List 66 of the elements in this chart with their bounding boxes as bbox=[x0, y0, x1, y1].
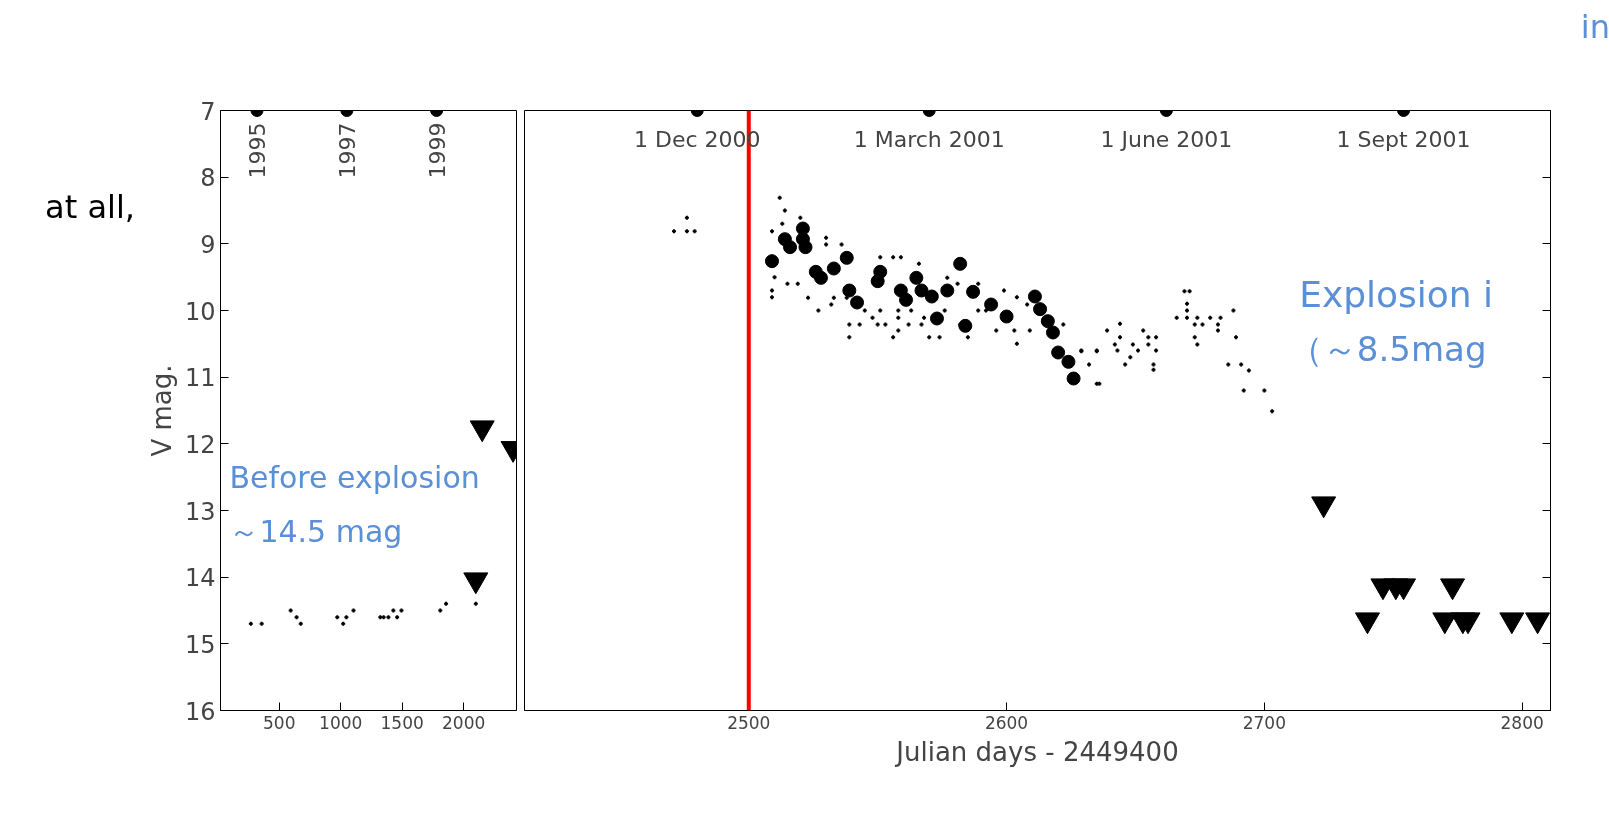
point bbox=[1027, 289, 1042, 304]
y-tick-label: 15 bbox=[184, 630, 216, 659]
text: at all, bbox=[45, 187, 135, 228]
y-tick-label: 9 bbox=[200, 230, 216, 259]
point bbox=[1354, 612, 1380, 635]
y-tick-label: 8 bbox=[200, 164, 216, 193]
point bbox=[842, 283, 857, 298]
y-tick-label: 12 bbox=[184, 430, 216, 459]
y-tick-label: 10 bbox=[184, 297, 216, 326]
x-tick-label: 500 bbox=[263, 712, 296, 733]
point bbox=[1499, 612, 1525, 635]
point bbox=[1040, 314, 1055, 329]
x-tick-label: 2500 bbox=[727, 712, 771, 733]
annotation: ～14.5 mag bbox=[229, 513, 403, 549]
point bbox=[783, 240, 798, 255]
y-tick-label: 7 bbox=[200, 97, 216, 126]
annotation: Before explosion bbox=[229, 459, 480, 495]
point bbox=[1051, 345, 1066, 360]
point bbox=[873, 264, 888, 279]
annotation: 1 June 2001 bbox=[1100, 126, 1233, 152]
annotation: 1999 bbox=[424, 122, 450, 179]
point bbox=[999, 309, 1014, 324]
annotation: 1995 bbox=[245, 122, 271, 179]
point bbox=[764, 254, 779, 269]
point bbox=[958, 318, 973, 333]
y-tick-label: 16 bbox=[184, 697, 216, 726]
point bbox=[929, 311, 944, 326]
point bbox=[1525, 612, 1551, 635]
y-tick-label: 13 bbox=[184, 497, 216, 526]
point bbox=[826, 261, 841, 276]
point bbox=[1311, 496, 1337, 519]
y-tick-label: 14 bbox=[184, 564, 216, 593]
point bbox=[984, 297, 999, 312]
x-tick-label: 2700 bbox=[1242, 712, 1286, 733]
point bbox=[1391, 578, 1417, 601]
point bbox=[798, 240, 813, 255]
point bbox=[839, 250, 854, 265]
point bbox=[1440, 578, 1466, 601]
y-axis-title: V mag. bbox=[146, 364, 177, 457]
point bbox=[813, 270, 828, 285]
point bbox=[966, 284, 981, 299]
point bbox=[1045, 325, 1060, 340]
point bbox=[1033, 302, 1048, 317]
x-tick-label: 1500 bbox=[380, 712, 424, 733]
point bbox=[899, 292, 914, 307]
y-tick-label: 11 bbox=[184, 364, 216, 393]
point bbox=[940, 283, 955, 298]
annotation: 1 March 2001 bbox=[853, 126, 1005, 152]
x-tick-label: 2000 bbox=[442, 712, 486, 733]
point bbox=[1455, 612, 1481, 635]
annotation: 1 Sept 2001 bbox=[1336, 126, 1471, 152]
x-tick-label: 2800 bbox=[1500, 712, 1544, 733]
x-tick-label: 1000 bbox=[319, 712, 363, 733]
point bbox=[953, 256, 968, 271]
point bbox=[850, 295, 865, 310]
point bbox=[1061, 354, 1076, 369]
x-axis-title: Julian days - 2449400 bbox=[894, 736, 1179, 767]
annotation: Explosion i bbox=[1299, 273, 1494, 315]
annotation: 1997 bbox=[334, 122, 360, 179]
point bbox=[914, 283, 929, 298]
text: in bbox=[1580, 7, 1609, 48]
point bbox=[909, 270, 924, 285]
annotation: （～8.5mag bbox=[1288, 328, 1487, 369]
point bbox=[924, 289, 939, 304]
x-tick-label: 2600 bbox=[984, 712, 1029, 733]
point bbox=[1066, 371, 1081, 386]
